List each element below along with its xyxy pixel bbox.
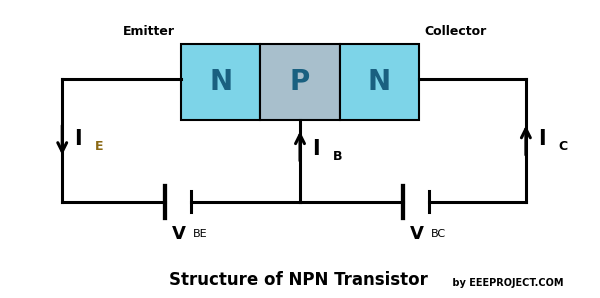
Text: BC: BC bbox=[431, 229, 446, 239]
Text: Emitter: Emitter bbox=[123, 25, 175, 38]
Bar bbox=[340, 44, 419, 120]
Text: Structure of NPN Transistor: Structure of NPN Transistor bbox=[169, 271, 428, 289]
Text: E: E bbox=[95, 139, 103, 153]
Bar bbox=[260, 44, 340, 120]
Text: I: I bbox=[312, 139, 320, 159]
Text: V: V bbox=[410, 225, 424, 243]
Text: N: N bbox=[209, 68, 232, 96]
Text: I: I bbox=[74, 129, 82, 149]
Text: BE: BE bbox=[193, 229, 208, 239]
Text: B: B bbox=[332, 150, 342, 163]
Text: P: P bbox=[290, 68, 310, 96]
Text: N: N bbox=[368, 68, 391, 96]
Text: by EEEPROJECT.COM: by EEEPROJECT.COM bbox=[449, 278, 563, 288]
Bar bbox=[181, 44, 260, 120]
Text: Collector: Collector bbox=[425, 25, 487, 38]
Text: V: V bbox=[172, 225, 186, 243]
Text: I: I bbox=[538, 129, 545, 149]
Text: C: C bbox=[559, 139, 568, 153]
